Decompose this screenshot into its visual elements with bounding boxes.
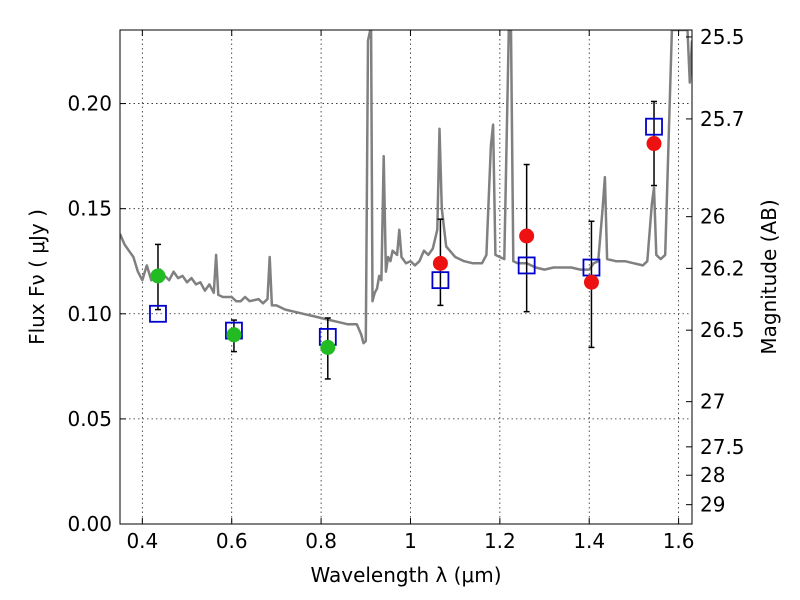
plot-frame bbox=[119, 29, 693, 525]
right-tick-label: 28 bbox=[700, 463, 725, 487]
right-tick-label: 26 bbox=[700, 205, 725, 229]
right-tick-label: 27 bbox=[700, 390, 725, 414]
y-tick-label: 0.05 bbox=[67, 407, 112, 431]
y-axis-right-label: Magnitude (AB) bbox=[757, 199, 781, 354]
plot-series bbox=[120, 30, 692, 380]
model-point-square bbox=[645, 117, 663, 136]
right-tick-label: 25.5 bbox=[700, 25, 745, 49]
observed-point-circle bbox=[226, 327, 242, 343]
y-tick-label: 0.15 bbox=[67, 197, 112, 221]
observed-point-circle bbox=[519, 228, 535, 244]
grid-lines bbox=[120, 30, 692, 524]
model-spectrum-line bbox=[120, 30, 692, 345]
x-tick-label: 1 bbox=[404, 529, 417, 553]
model-point-square bbox=[431, 271, 450, 290]
plot-area bbox=[120, 30, 692, 380]
axis-ticks: 0.4 0.6 0.8 1 1.2 1.4 1.6 0.00 0.05 0.10 0.15 0.20 2… bbox=[67, 25, 744, 553]
x-tick-label: 0.6 bbox=[216, 529, 248, 553]
y-tick-label: 0.20 bbox=[67, 92, 112, 116]
x-tick-label: 1.6 bbox=[663, 529, 695, 553]
x-axis-label: Wavelength λ (μm) bbox=[310, 563, 501, 587]
observed-point-circle bbox=[583, 274, 599, 290]
x-tick-label: 0.4 bbox=[126, 529, 158, 553]
observed-point-circle bbox=[320, 339, 336, 355]
model-point-square bbox=[149, 304, 167, 323]
right-tick-label: 26.2 bbox=[700, 256, 745, 280]
right-tick-label: 26.5 bbox=[700, 318, 745, 342]
y-tick-label: 0.00 bbox=[67, 512, 112, 536]
right-tick-label: 25.7 bbox=[700, 107, 745, 131]
right-tick-label: 29 bbox=[700, 493, 725, 517]
y-tick-label: 0.10 bbox=[67, 302, 112, 326]
x-tick-label: 1.2 bbox=[484, 529, 516, 553]
observed-point-circle bbox=[646, 136, 662, 152]
x-tick-label: 1.4 bbox=[573, 529, 605, 553]
y-axis-label: Flux Fν ( μJy ) bbox=[25, 209, 49, 345]
model-point-square bbox=[517, 256, 536, 275]
observed-point-circle bbox=[432, 255, 448, 271]
observed-point-circle bbox=[150, 268, 166, 284]
x-tick-label: 0.8 bbox=[305, 529, 337, 553]
right-tick-label: 27.5 bbox=[700, 435, 745, 459]
